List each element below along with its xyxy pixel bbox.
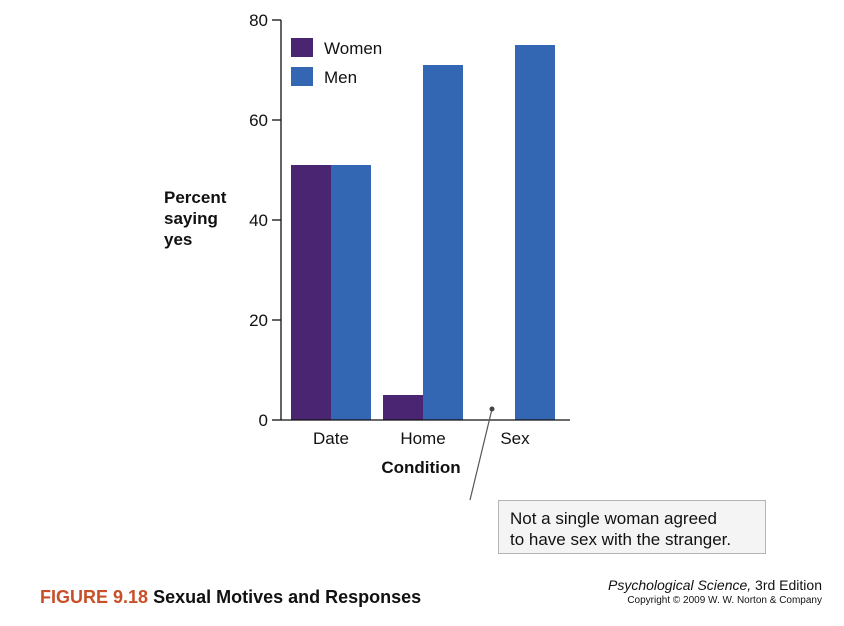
credit-block: Psychological Science, 3rd Edition Copyr… xyxy=(608,577,822,607)
bar-men-home xyxy=(423,65,463,420)
legend-label-women: Women xyxy=(324,39,382,58)
legend: Women Men xyxy=(291,38,382,87)
axis-titles: Percent saying yes Condition xyxy=(164,188,461,477)
annotation-line-2: to have sex with the stranger. xyxy=(510,530,732,549)
y-axis: 0 20 40 60 80 xyxy=(249,11,282,430)
annotation-callout: Not a single woman agreed to have sex wi… xyxy=(498,500,766,554)
legend-label-men: Men xyxy=(324,68,357,87)
callout-dot xyxy=(489,406,495,412)
annotation-line-1: Not a single woman agreed xyxy=(510,509,717,528)
figure-caption: FIGURE 9.18 Sexual Motives and Responses xyxy=(40,587,421,608)
book-edition: 3rd Edition xyxy=(751,577,822,593)
y-axis-title-line: yes xyxy=(164,230,192,249)
y-axis-title-line: saying xyxy=(164,209,218,228)
y-axis-title-line: Percent xyxy=(164,188,227,207)
bars xyxy=(291,45,555,420)
y-tick-label: 0 xyxy=(259,411,268,430)
bar-men-date xyxy=(331,165,371,420)
bar-men-sex xyxy=(515,45,555,420)
x-axis: Date Home Sex xyxy=(281,419,570,448)
legend-swatch-women xyxy=(291,38,313,57)
bar-chart: 0 20 40 60 80 Date Home Sex Women Men Percent sa… xyxy=(164,11,570,501)
book-title: Psychological Science, xyxy=(607,577,752,593)
bar-women-home xyxy=(383,395,423,420)
figure-title: Sexual Motives and Responses xyxy=(153,587,422,607)
x-axis-title: Condition xyxy=(381,458,460,477)
y-tick-label: 20 xyxy=(249,311,268,330)
copyright-line: Copyright © 2009 W. W. Norton & Company xyxy=(627,595,822,606)
legend-swatch-men xyxy=(291,67,313,86)
figure-number: FIGURE 9.18 xyxy=(40,587,149,607)
y-tick-label: 40 xyxy=(249,211,268,230)
callout-line xyxy=(469,408,493,501)
x-tick-label: Date xyxy=(313,429,349,448)
x-tick-label: Home xyxy=(400,429,445,448)
callout-pointer xyxy=(469,406,495,501)
y-tick-label: 80 xyxy=(249,11,268,30)
y-tick-label: 60 xyxy=(249,111,268,130)
bar-women-date xyxy=(291,165,331,420)
x-tick-label: Sex xyxy=(500,429,530,448)
